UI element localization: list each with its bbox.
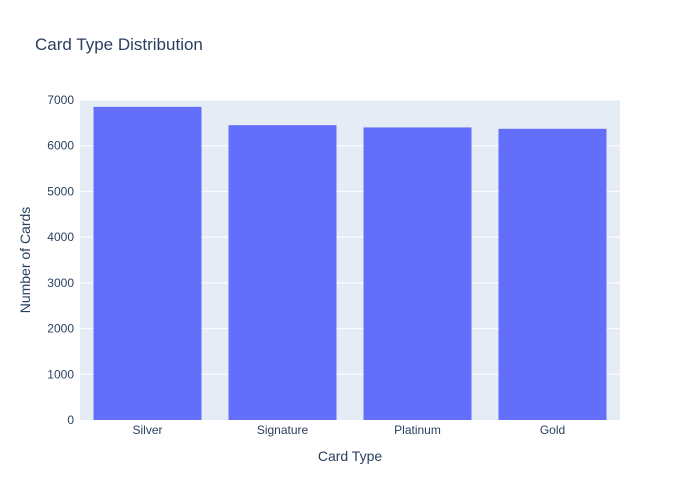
bar-silver (93, 106, 202, 420)
x-axis-title: Card Type (318, 448, 383, 464)
bars (93, 106, 607, 421)
y-tick-label: 1000 (47, 367, 74, 381)
bar-signature (228, 125, 337, 421)
y-tick-label: 2000 (47, 322, 74, 336)
y-axis-title: Number of Cards (17, 207, 33, 314)
x-tick-label: Gold (540, 423, 565, 437)
bar-gold (498, 128, 607, 421)
y-tick-label: 3000 (47, 276, 74, 290)
y-tick-label: 5000 (47, 184, 74, 198)
x-tick-label: Signature (257, 423, 309, 437)
y-axis-ticks: 0 1000 2000 3000 4000 5000 6000 7000 (47, 93, 74, 427)
x-tick-label: Platinum (394, 423, 441, 437)
y-tick-label: 4000 (47, 230, 74, 244)
y-tick-label: 7000 (47, 93, 74, 107)
x-axis-ticks: Silver Signature Platinum Gold (132, 423, 565, 437)
bar-platinum (363, 127, 472, 420)
y-tick-label: 6000 (47, 139, 74, 153)
chart-title: Card Type Distribution (35, 35, 203, 54)
y-tick-label: 0 (67, 413, 74, 427)
x-tick-label: Silver (132, 423, 162, 437)
